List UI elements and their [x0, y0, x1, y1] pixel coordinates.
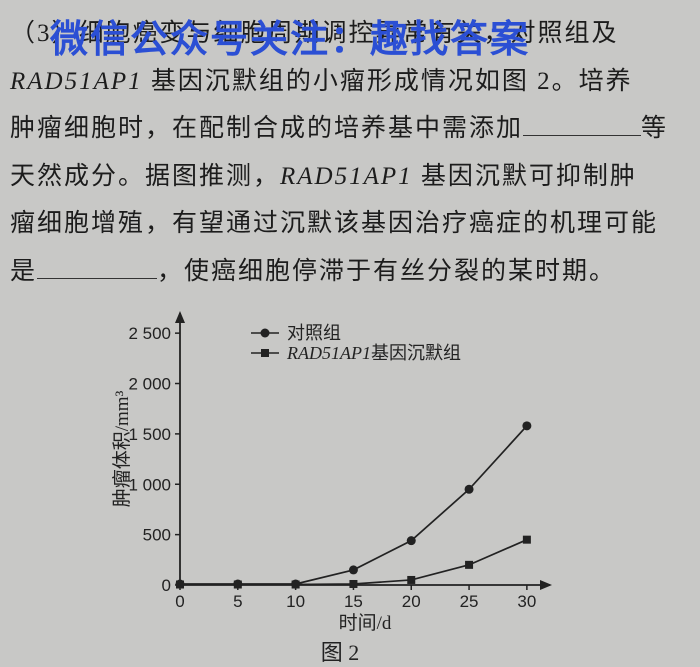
svg-text:5: 5 — [233, 592, 242, 611]
svg-text:30: 30 — [517, 592, 536, 611]
svg-text:0: 0 — [162, 576, 171, 595]
text-line3b: 等 — [641, 115, 668, 142]
figure-caption: 图 2 — [10, 635, 670, 667]
svg-text:2 000: 2 000 — [128, 375, 171, 394]
text-line4: 天然成分。据图推测，RAD51AP1 基因沉默可抑制肿 — [10, 163, 637, 190]
watermark-overlay: 微信公众号关注：趣找答案 — [50, 8, 660, 63]
svg-text:10: 10 — [286, 592, 305, 611]
blank-2 — [37, 251, 157, 278]
svg-text:对照组: 对照组 — [287, 323, 341, 343]
svg-text:20: 20 — [402, 592, 421, 611]
text-line6b: ，使癌细胞停滞于有丝分裂的某时期。 — [157, 258, 616, 285]
svg-text:2 500: 2 500 — [128, 324, 171, 343]
svg-text:1 500: 1 500 — [128, 425, 171, 444]
svg-text:25: 25 — [460, 592, 479, 611]
text-line5: 瘤细胞增殖，有望通过沉默该基因治疗癌症的机理可能 — [10, 210, 658, 237]
tumor-volume-chart: 0 500 1 000 1 500 2 000 2 500 0 5 10 15 20 25 30 时间/d… — [110, 303, 570, 633]
svg-text:肿瘤体积/mm³: 肿瘤体积/mm³ — [111, 390, 133, 507]
svg-text:1 000: 1 000 — [128, 475, 171, 494]
svg-text:RAD51AP1基因沉默组: RAD51AP1基因沉默组 — [286, 343, 461, 363]
text-line6a: 是 — [10, 258, 37, 285]
blank-1 — [523, 109, 641, 136]
text-line3a: 肿瘤细胞时，在配制合成的培养基中需添加 — [10, 115, 523, 142]
svg-text:15: 15 — [344, 592, 363, 611]
text-line2: RAD51AP1 基因沉默组的小瘤形成情况如图 2。培养 — [10, 68, 633, 95]
svg-text:时间/d: 时间/d — [339, 612, 392, 633]
svg-text:0: 0 — [175, 592, 184, 611]
svg-text:500: 500 — [143, 526, 171, 545]
